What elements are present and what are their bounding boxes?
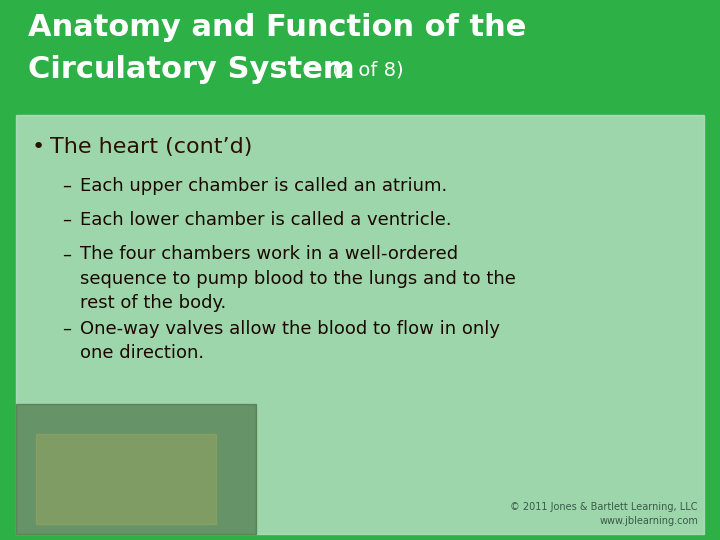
Text: One-way valves allow the blood to flow in only
one direction.: One-way valves allow the blood to flow i…	[80, 320, 500, 362]
Text: –: –	[62, 245, 71, 264]
Bar	[16, 404, 256, 534]
Text: Anatomy and Function of the: Anatomy and Function of the	[28, 14, 526, 43]
Text: –: –	[62, 320, 71, 338]
Text: –: –	[62, 211, 71, 229]
Text: Each lower chamber is called a ventricle.: Each lower chamber is called a ventricle…	[80, 211, 451, 229]
Bar	[36, 434, 216, 524]
Text: The four chambers work in a well-ordered
sequence to pump blood to the lungs and: The four chambers work in a well-ordered…	[80, 245, 516, 312]
Text: –: –	[62, 177, 71, 195]
Bar	[0, 0, 720, 105]
Text: Each upper chamber is called an atrium.: Each upper chamber is called an atrium.	[80, 177, 447, 195]
Text: •: •	[32, 137, 45, 157]
Text: The heart (cont’d): The heart (cont’d)	[50, 137, 253, 157]
Text: Circulatory System: Circulatory System	[28, 56, 355, 84]
Text: © 2011 Jones & Bartlett Learning, LLC
www.jblearning.com: © 2011 Jones & Bartlett Learning, LLC ww…	[510, 502, 698, 526]
Text: (2 of 8): (2 of 8)	[326, 60, 404, 79]
Bar	[16, 115, 704, 534]
